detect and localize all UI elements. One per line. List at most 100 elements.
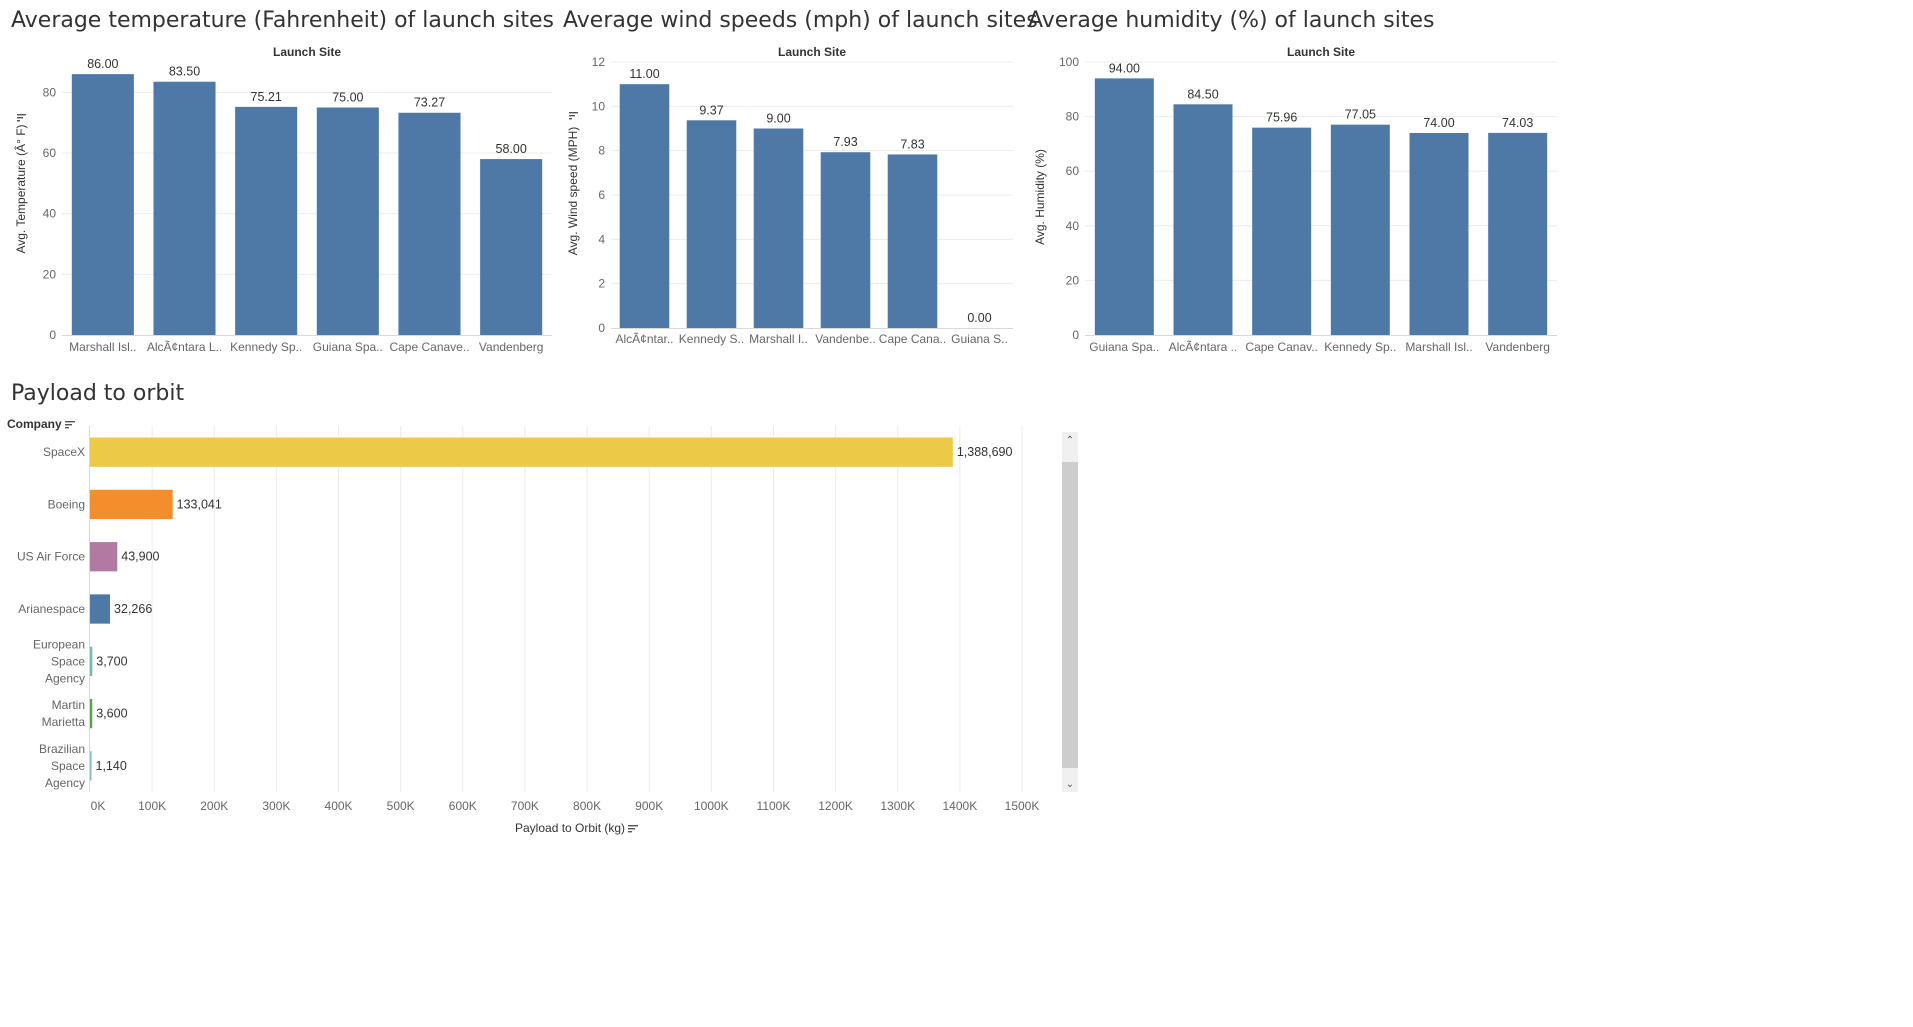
- payload-sort-icon[interactable]: [628, 824, 639, 833]
- payload-company-label-line: Agency: [45, 776, 85, 790]
- payload-x-tick-label: 300K: [262, 799, 290, 813]
- humidity-bar: [1094, 78, 1154, 335]
- wind-bar: [753, 128, 804, 328]
- payload-company-label-line: Agency: [45, 671, 85, 685]
- payload-x-tick-label: 1300K: [880, 799, 915, 813]
- payload-x-tick-label: 200K: [200, 799, 228, 813]
- payload-x-axis-label: Payload to Orbit (kg): [515, 821, 626, 835]
- payload-company-label-line: European: [33, 637, 85, 651]
- payload-x-tick-label: 900K: [635, 799, 663, 813]
- payload-data-label: 133,041: [177, 497, 222, 511]
- payload-company-label: Arianespace: [18, 602, 85, 616]
- temperature-x-tick-label: Vandenberg: [479, 340, 544, 354]
- temperature-data-label: 86.00: [87, 57, 118, 71]
- temperature-y-tick-label: 20: [43, 267, 57, 281]
- humidity-y-tick-label: 20: [1066, 273, 1080, 287]
- temperature-y-tick-label: 60: [43, 146, 57, 160]
- payload-company-label: Martin Marietta: [42, 698, 86, 729]
- wind-data-label: 7.83: [900, 137, 924, 151]
- payload-data-label: 1,388,690: [957, 445, 1013, 459]
- wind-bar: [887, 154, 938, 328]
- payload-data-label: 32,266: [114, 602, 152, 616]
- company-row-header[interactable]: Company: [7, 417, 75, 431]
- payload-data-label: 3,600: [96, 707, 127, 721]
- humidity-x-tick-label: Marshall Isl..: [1405, 340, 1472, 354]
- temperature-chart-title: Average temperature (Fahrenheit) of laun…: [11, 8, 554, 33]
- temperature-bar: [316, 107, 379, 335]
- payload-x-tick-label: 600K: [449, 799, 477, 813]
- payload-x-tick-label: 800K: [573, 799, 601, 813]
- wind-data-label: 9.37: [699, 103, 723, 117]
- humidity-y-tick-label: 60: [1066, 164, 1080, 178]
- wind-y-tick-label: 12: [592, 55, 606, 69]
- scroll-up-button[interactable]: ⌃: [1062, 432, 1078, 448]
- payload-x-tick-label: 1500K: [1005, 799, 1040, 813]
- wind-y-tick-label: 6: [598, 188, 605, 202]
- temperature-data-label: 73.27: [414, 96, 445, 110]
- company-row-header-label: Company: [7, 417, 62, 431]
- humidity-bar-chart: 0 20 40 60 80 100 94.00 Guiana Spa.. 84.50 AlcÃ¢n…: [1059, 55, 1557, 354]
- payload-x-tick-label: 1000K: [694, 799, 729, 813]
- payload-bar: [90, 698, 93, 729]
- temperature-y-tick-label: 80: [43, 85, 57, 99]
- humidity-bar: [1173, 104, 1233, 335]
- temperature-bar: [398, 112, 461, 335]
- payload-vertical-scrollbar[interactable]: ⌃ ⌄: [1062, 432, 1078, 792]
- wind-data-label: 9.00: [766, 112, 790, 126]
- payload-x-axis-title[interactable]: Payload to Orbit (kg): [515, 821, 639, 835]
- payload-company-label: Boeing: [48, 497, 85, 511]
- humidity-x-tick-label: Guiana Spa..: [1089, 340, 1159, 354]
- wind-x-tick-label: Kennedy S..: [679, 332, 744, 346]
- humidity-chart-title: Average humidity (%) of launch sites: [1028, 8, 1435, 33]
- temperature-data-label: 75.00: [332, 91, 363, 105]
- wind-y-tick-label: 8: [598, 144, 605, 158]
- payload-chart-panel: Payload to orbit Company 0K 100K 200K 300K 4…: [0, 370, 1090, 845]
- temperature-bar: [235, 106, 298, 335]
- temperature-x-tick-label: AlcÃ¢ntara L..: [147, 340, 222, 354]
- humidity-x-tick-label: Cape Canav..: [1245, 340, 1318, 354]
- payload-company-label-line: Brazilian: [39, 742, 85, 756]
- payload-bar: [90, 437, 953, 467]
- payload-company-label-line: Martin: [52, 698, 85, 712]
- payload-company-label-line: Arianespace: [18, 602, 85, 616]
- wind-bar-chart: 0 2 4 6 8 10 12 11.00 AlcÃ¢ntar.. 9.37 Kennedy S..…: [592, 55, 1013, 346]
- company-sort-icon[interactable]: [64, 420, 75, 429]
- temperature-bar: [153, 81, 216, 335]
- humidity-data-label: 74.00: [1423, 116, 1454, 130]
- humidity-y-tick-label: 40: [1066, 219, 1080, 233]
- payload-x-tick-label: 400K: [325, 799, 353, 813]
- wind-sort-icon[interactable]: [569, 111, 578, 121]
- wind-x-tick-label: Marshall I..: [749, 332, 808, 346]
- scroll-down-button[interactable]: ⌄: [1062, 776, 1078, 792]
- payload-bar: [90, 594, 111, 624]
- wind-chart-panel: Average wind speeds (mph) of launch site…: [555, 0, 1038, 360]
- humidity-chart-panel: Average humidity (%) of launch sites Lau…: [1020, 0, 1565, 360]
- humidity-data-label: 94.00: [1109, 61, 1140, 75]
- temperature-x-tick-label: Marshall Isl..: [69, 340, 136, 354]
- payload-company-label: European Space Agency: [33, 637, 85, 685]
- payload-x-tick-label: 0K: [91, 799, 106, 813]
- wind-chart-title: Average wind speeds (mph) of launch site…: [563, 8, 1038, 33]
- humidity-bar: [1488, 132, 1548, 335]
- humidity-bar: [1409, 132, 1469, 335]
- temperature-sort-icon[interactable]: [17, 113, 26, 123]
- payload-company-label-line: Boeing: [48, 497, 85, 511]
- temperature-x-tick-label: Kennedy Sp..: [230, 340, 302, 354]
- payload-x-tick-label: 500K: [387, 799, 415, 813]
- wind-x-tick-label: AlcÃ¢ntar..: [615, 332, 673, 346]
- temperature-y-tick-label: 40: [43, 207, 57, 221]
- humidity-data-label: 84.50: [1187, 87, 1218, 101]
- scroll-thumb[interactable]: [1062, 462, 1078, 768]
- humidity-y-tick-label: 0: [1072, 328, 1079, 342]
- payload-company-label: Brazilian Space Agency: [39, 742, 85, 790]
- payload-company-label: SpaceX: [43, 445, 85, 459]
- payload-chart-title: Payload to orbit: [11, 381, 185, 406]
- humidity-data-label: 75.96: [1266, 111, 1297, 125]
- payload-x-tick-label: 1200K: [818, 799, 853, 813]
- payload-company-label-line: Space: [51, 759, 85, 773]
- payload-data-label: 43,900: [121, 550, 159, 564]
- chevron-down-icon: ⌄: [1065, 778, 1075, 790]
- temperature-bar: [480, 159, 543, 335]
- payload-x-tick-label: 1100K: [757, 799, 791, 813]
- humidity-x-tick-label: Vandenberg: [1485, 340, 1550, 354]
